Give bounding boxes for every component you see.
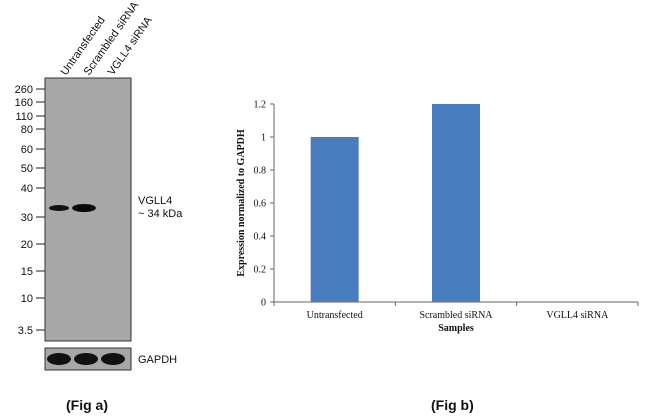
y-tick-label: 0.2 [254,265,267,276]
y-tick-label: 0.8 [254,166,267,177]
y-tick-label: 1 [261,133,266,144]
gapdh-band-2 [74,353,98,365]
x-tick-label: Untransfected [307,310,363,321]
marker-label: 20 [21,239,33,251]
marker-label: 110 [15,111,33,123]
y-tick-label: 1.2 [254,100,267,111]
marker-label: 60 [21,144,33,156]
marker-label: 260 [15,84,33,96]
marker-label: 160 [15,97,33,109]
band-label-name: VGLL4 [138,195,172,207]
x-tick-label: Scrambled siRNA [419,310,493,321]
marker-label: 3.5 [18,325,33,337]
gapdh-band-3 [101,353,125,365]
fig-a-caption: (Fig a) [66,397,108,413]
fig-b-caption: (Fig b) [431,397,474,413]
marker-label: 30 [21,212,33,224]
gapdh-band-1 [47,353,71,365]
band-label-size: ~ 34 kDa [138,208,183,220]
marker-label: 40 [21,183,33,195]
y-tick-label: 0 [261,298,266,309]
band-scrambled [72,204,96,212]
marker-label: 50 [21,163,33,175]
y-tick-label: 0.6 [254,199,267,210]
x-axis-title: Samples [438,323,474,334]
bar [310,137,359,302]
bar [432,104,480,302]
band-untransfected [49,205,69,211]
y-axis-title: Expression normalized to GAPDH [236,129,247,277]
marker-label: 80 [21,124,33,136]
gapdh-label: GAPDH [138,354,177,366]
x-tick-label: VGLL4 siRNA [546,310,609,321]
marker-label: 15 [21,266,33,278]
marker-ticks [36,88,45,331]
y-tick-label: 0.4 [254,232,267,243]
marker-label: 10 [21,293,33,305]
